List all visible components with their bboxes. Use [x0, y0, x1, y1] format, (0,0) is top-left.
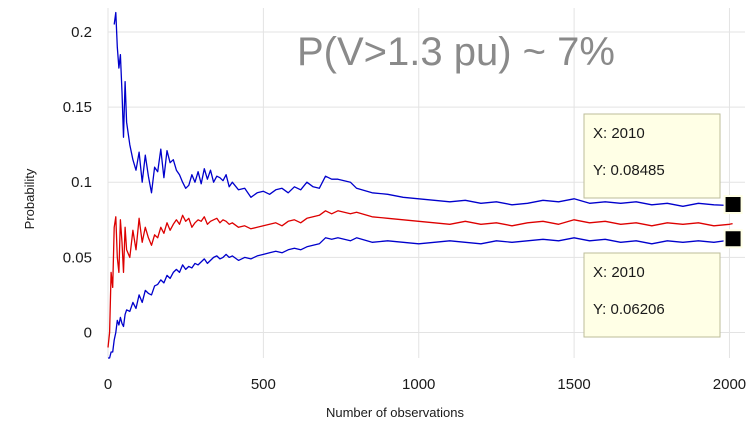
- probability-annotation: P(V>1.3 pu) ~ 7%: [297, 30, 615, 74]
- x-axis-label: Number of observations: [326, 405, 465, 420]
- series-line-estimate: [107, 210, 733, 348]
- datatips: X: 2010 Y: 0.08485 X: 2010 Y: 0.06206: [583, 113, 743, 338]
- series-lines: [107, 11, 733, 359]
- series-line-lower: [108, 237, 733, 359]
- datatip-x-label: X: 2010: [593, 264, 645, 281]
- y-axis-label: Probability: [22, 168, 37, 229]
- datatip-box[interactable]: [583, 252, 721, 338]
- tick-labels: 0 500 1000 1500 2000 0 0.05 0.1 0.15 0.2: [63, 24, 746, 393]
- datatip-y-label: Y: 0.06206: [593, 301, 665, 318]
- x-tick-label: 0: [104, 376, 112, 393]
- datatip-marker[interactable]: [723, 229, 743, 249]
- x-tick-label: 1000: [402, 376, 435, 393]
- y-tick-label: 0.05: [63, 249, 92, 266]
- y-tick-label: 0.2: [71, 24, 92, 41]
- datatip-x-label: X: 2010: [593, 125, 645, 142]
- x-tick-label: 500: [251, 376, 276, 393]
- x-tick-label: 2000: [713, 376, 746, 393]
- y-tick-label: 0: [84, 324, 92, 341]
- series-line-upper: [113, 11, 733, 207]
- y-tick-label: 0.1: [71, 174, 92, 191]
- y-tick-label: 0.15: [63, 99, 92, 116]
- datatip-box[interactable]: [583, 113, 721, 199]
- datatip-marker[interactable]: [723, 195, 743, 215]
- x-tick-label: 1500: [557, 376, 590, 393]
- datatip-y-label: Y: 0.08485: [593, 162, 665, 179]
